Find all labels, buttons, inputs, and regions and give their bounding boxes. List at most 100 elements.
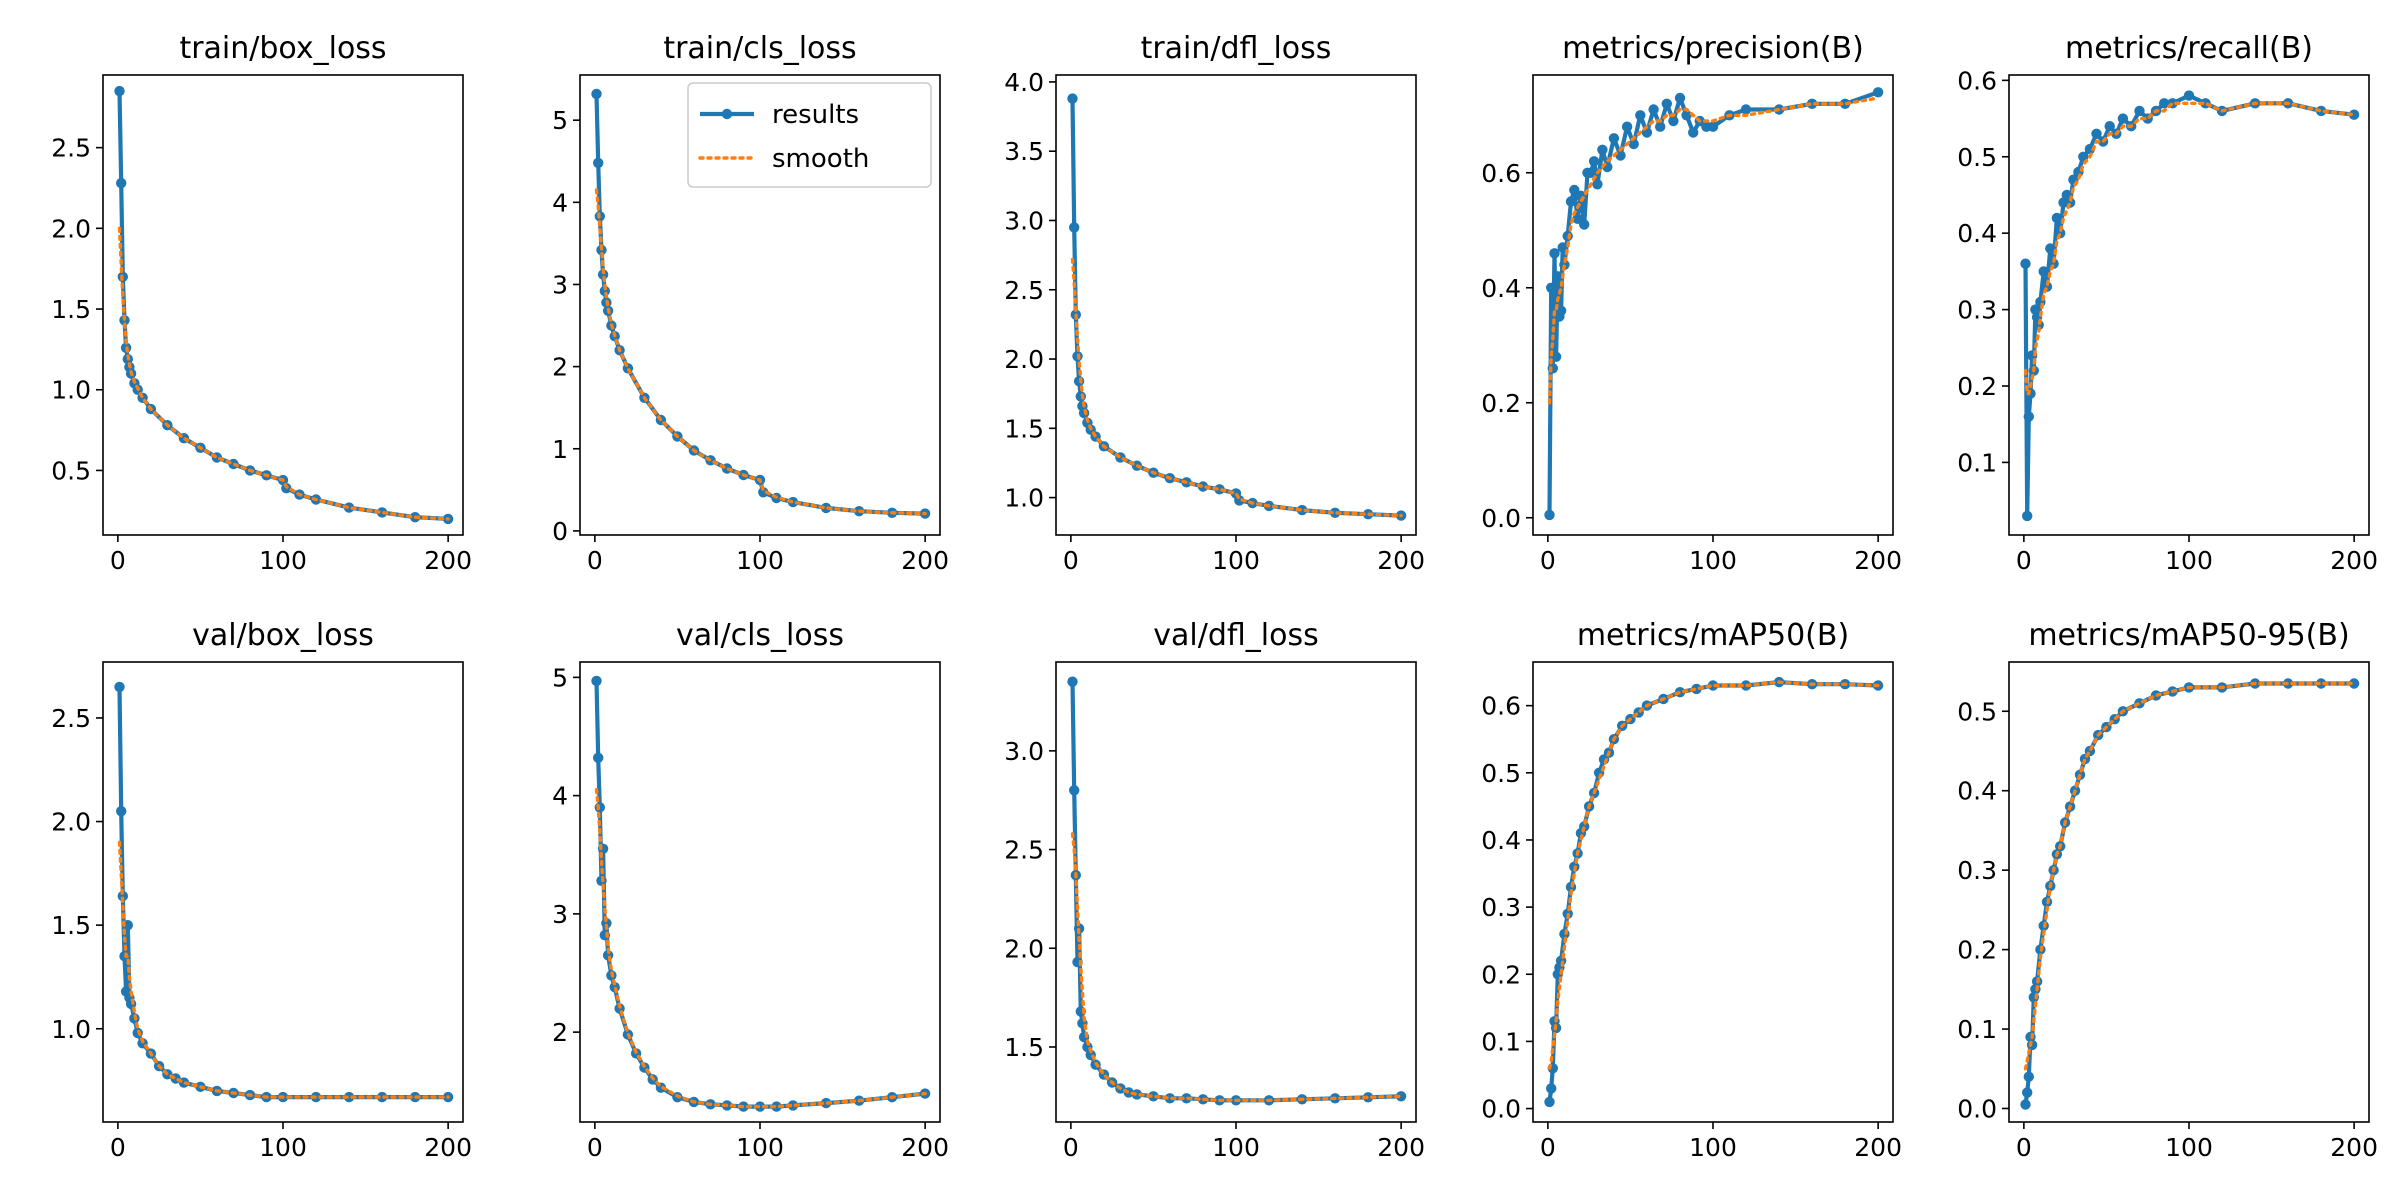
y-tick-label: 0.4 [1481,826,1521,855]
axes-frame [102,74,464,536]
y-tick-label: 0.1 [1957,1015,1997,1044]
x-tick-label: 100 [736,1133,784,1162]
results-point [1691,683,1702,695]
x-tick-label: 100 [259,1133,307,1162]
results-point [820,502,832,514]
y-tick-label: 2 [552,353,568,382]
x-tick-label: 100 [1689,546,1737,575]
results-point [1329,507,1341,518]
panel-title: train/dfl_loss [1141,31,1332,66]
results-point [1565,196,1577,207]
results-point [758,487,769,498]
results-point [116,806,127,817]
results-point [1628,138,1639,150]
legend-smooth-label: smooth [772,144,869,174]
results-point [1148,1091,1159,1102]
axes-frame [1055,661,1417,1123]
results-point [2020,1099,2031,1110]
results-point [114,681,125,693]
results-point [1164,1093,1176,1104]
results-point [376,507,388,518]
subplot-6: val/box_loss 0 100 200 1.0 1.5 2.0 2.5 [51,618,472,1162]
results-point [2022,510,2033,522]
results-point [1588,156,1600,167]
x-tick-label: 0 [587,546,603,575]
results-point [1592,179,1603,190]
results-point [1296,504,1308,516]
y-tick-label: 2.5 [51,704,91,733]
results-point [1073,376,1085,387]
results-point [1546,282,1557,293]
results-point [116,177,127,189]
y-tick-label: 2.0 [51,214,91,243]
x-tick-label: 0 [587,1133,603,1162]
y-tick-label: 4.0 [1004,68,1044,97]
subplot-4: metrics/precision(B) 0 100 200 0.0 0.2 0.4 0.6 [1481,31,1902,575]
legend-box [687,82,932,188]
y-tick-label: 3.5 [1004,137,1044,166]
y-tick-label: 0.3 [1957,856,1997,885]
results-point [2104,121,2115,132]
y-tick-label: 5 [552,106,568,135]
results-point [1552,271,1564,282]
subplot-9: metrics/mAP50(B) 0 100 200 0.0 0.1 0.2 0.3 0.4 0.… [1481,618,1902,1162]
y-tick-label: 2.0 [1004,934,1044,963]
axes-frame [2008,74,2370,536]
results-point [1544,1096,1555,1108]
y-tick-label: 2.5 [51,134,91,163]
results-point [1067,93,1078,104]
x-tick-label: 200 [2330,1133,2378,1162]
results-point [117,890,128,902]
x-tick-label: 100 [2165,1133,2213,1162]
results-point [1069,785,1080,796]
panel-title: metrics/recall(B) [2065,31,2313,66]
results-point [1740,104,1752,115]
y-tick-label: 1.0 [51,1015,91,1044]
results-series-line [1547,680,1881,1104]
results-point [2183,90,2195,101]
results-point [343,502,355,513]
x-tick-label: 100 [1689,1133,1737,1162]
panel-title: val/dfl_loss [1153,618,1318,653]
y-tick-label: 0.5 [1957,697,1997,726]
results-point [1872,87,1884,98]
results-point [593,157,604,169]
results-point [1661,98,1673,110]
results-series-line [1070,679,1404,1103]
y-tick-label: 0.5 [1957,143,1997,172]
results-point [1579,219,1590,230]
y-tick-label: 1.5 [1004,1033,1044,1062]
x-tick-label: 0 [1063,1133,1079,1162]
y-tick-label: 0.2 [1957,372,1997,401]
x-tick-label: 100 [736,546,784,575]
y-tick-label: 1.5 [51,911,91,940]
x-tick-label: 0 [1063,546,1079,575]
smooth-series-line [1070,257,1403,518]
axes-frame [1532,74,1894,536]
y-tick-label: 2.5 [1004,276,1044,305]
x-tick-label: 200 [424,1133,472,1162]
results-series-line [117,89,451,521]
x-tick-label: 200 [424,546,472,575]
y-tick-label: 1.5 [1004,414,1044,443]
results-series-line [594,678,928,1109]
x-tick-label: 200 [1854,1133,1902,1162]
results-series-line [1547,90,1881,517]
y-tick-label: 0.3 [1957,296,1997,325]
y-tick-label: 0.0 [1957,1094,1997,1123]
results-point [1197,481,1209,492]
results-point [771,1101,782,1112]
y-tick-label: 4 [552,188,568,217]
x-tick-label: 200 [2330,546,2378,575]
results-point [2315,678,2327,689]
y-tick-label: 3 [552,900,568,929]
y-tick-label: 0.0 [1481,1095,1521,1124]
y-tick-label: 0.0 [1481,504,1521,533]
y-tick-label: 1.5 [51,295,91,324]
y-tick-label: 0.5 [1481,759,1521,788]
results-point [2051,212,2063,224]
results-point [1069,222,1080,233]
results-point [1806,98,1818,110]
results-point [1549,248,1560,259]
